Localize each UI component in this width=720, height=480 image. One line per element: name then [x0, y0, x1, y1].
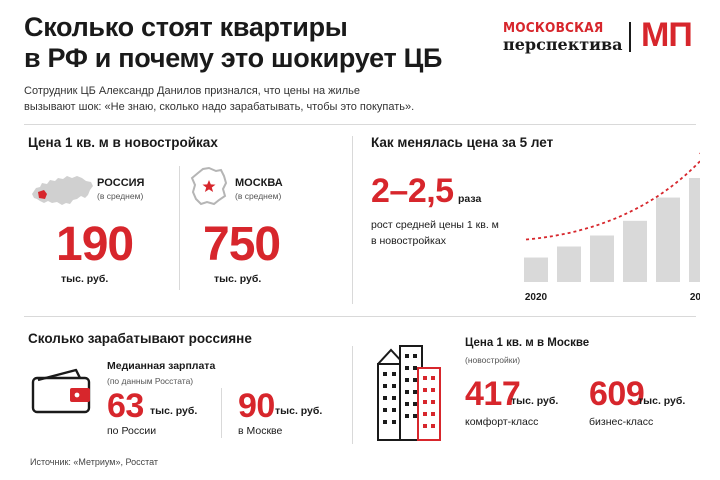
moscow-map-icon — [190, 166, 228, 206]
chart-bar-2025 — [689, 178, 700, 282]
income-russia-value: 63 — [107, 387, 144, 425]
moscow-label: МОСКВА — [235, 177, 283, 189]
subtitle-line-2: вызывают шок: «Не знаю, сколько надо зар… — [24, 101, 415, 113]
income-moscow-label: в Москве — [238, 425, 283, 437]
divider-price-columns — [179, 166, 180, 290]
income-moscow-value: 90 — [238, 387, 275, 425]
russia-sublabel: (в среднем) — [97, 191, 144, 201]
russia-label: РОССИЯ — [97, 177, 145, 189]
logo-divider — [629, 22, 631, 52]
chart-bar-2021 — [557, 246, 581, 282]
wallet-icon — [31, 368, 91, 414]
growth-desc-line-1: рост средней цены 1 кв. м — [371, 219, 499, 231]
comfort-price-value: 417 — [465, 375, 521, 413]
income-moscow-unit: тыс. руб. — [275, 405, 323, 417]
divider-income-columns — [221, 388, 222, 438]
chart-bar-2024 — [656, 197, 680, 282]
business-price-value: 609 — [589, 375, 645, 413]
chart-trend-arrowhead — [699, 152, 700, 155]
divider-middle — [24, 316, 696, 317]
logo-mark: МП — [641, 16, 693, 54]
price-section-title: Цена 1 кв. м в новостройках — [28, 135, 218, 150]
chart-bar-2022 — [590, 235, 614, 282]
business-price-unit: тыс. руб. — [638, 395, 686, 407]
moscow-section-title: Цена 1 кв. м в Москве — [465, 337, 590, 349]
change-section-title: Как менялась цена за 5 лет — [371, 135, 554, 150]
logo-line-1: МОСКОВСКАЯ — [503, 20, 604, 36]
buildings-icon — [377, 345, 441, 441]
moscow-price-value: 750 — [203, 218, 281, 271]
chart-tick-label: 2025 — [690, 292, 700, 303]
growth-value: 2–2,5 — [371, 172, 454, 210]
russia-price-unit: тыс. руб. — [61, 273, 109, 285]
moscow-sublabel: (в среднем) — [235, 191, 282, 201]
chart-bar-2020 — [524, 257, 548, 282]
chart-bar-2023 — [623, 220, 647, 282]
divider-top — [24, 124, 696, 125]
price-growth-chart: 2020 2025 — [524, 152, 700, 303]
median-salary-source: (по данным Росстата) — [107, 376, 194, 386]
page-subtitle: Сотрудник ЦБ Александр Данилов признался… — [24, 83, 494, 115]
russia-map-icon — [32, 176, 93, 205]
divider-vertical-top — [352, 136, 353, 304]
business-class-label: бизнес-класс — [589, 416, 654, 428]
comfort-class-label: комфорт-класс — [465, 416, 539, 428]
comfort-price-unit: тыс. руб. — [511, 395, 559, 407]
source-note: Источник: «Метриум», Росстат — [30, 457, 159, 467]
brand-logo: МОСКОВСКАЯ перспектива — [503, 20, 623, 54]
income-section-title: Сколько зарабатывают россияне — [28, 331, 252, 346]
income-russia-label: по России — [107, 425, 157, 437]
page-title: Сколько стоят квартиры в РФ и почему это… — [24, 12, 494, 74]
growth-unit: раза — [458, 193, 482, 205]
income-russia-unit: тыс. руб. — [150, 405, 198, 417]
divider-vertical-bottom — [352, 346, 353, 444]
moscow-price-unit: тыс. руб. — [214, 273, 262, 285]
subtitle-line-1: Сотрудник ЦБ Александр Данилов признался… — [24, 85, 360, 97]
logo-line-2: перспектива — [503, 35, 623, 54]
median-salary-label: Медианная зарплата — [107, 360, 216, 372]
growth-desc-line-2: в новостройках — [371, 235, 446, 247]
title-line-2: в РФ и почему это шокирует ЦБ — [24, 43, 443, 73]
moscow-section-subtitle: (новостройки) — [465, 355, 521, 365]
title-line-1: Сколько стоят квартиры — [24, 12, 348, 42]
russia-price-value: 190 — [56, 218, 134, 271]
chart-trend-line — [525, 159, 700, 241]
chart-tick-label: 2020 — [525, 292, 548, 303]
